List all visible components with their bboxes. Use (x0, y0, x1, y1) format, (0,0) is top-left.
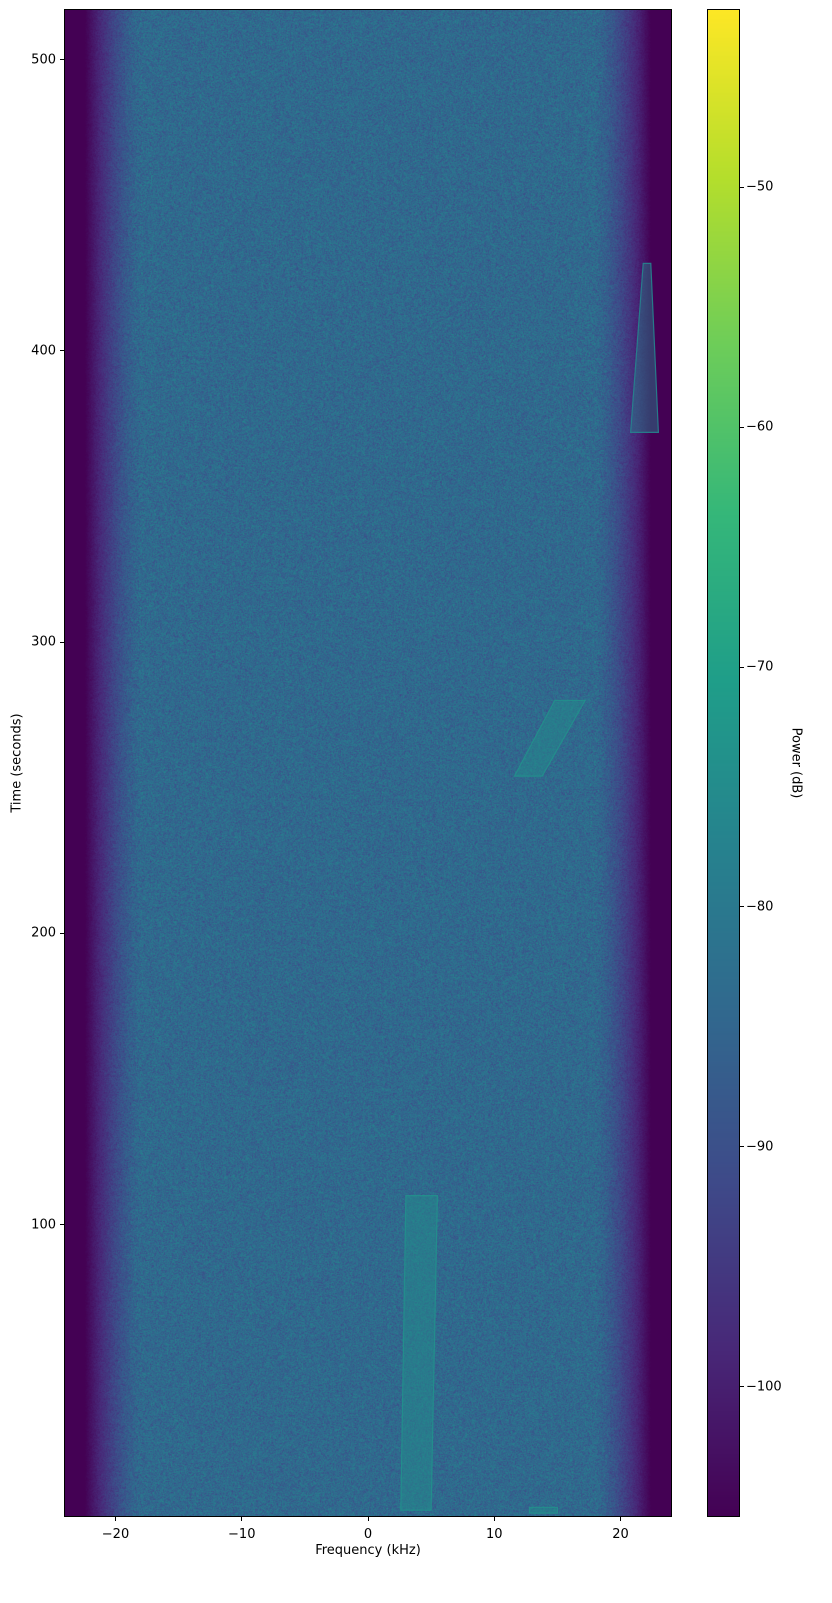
colorbar-tick (739, 667, 744, 668)
x-tick-label: 10 (486, 1527, 503, 1542)
y-tick (60, 642, 65, 643)
colorbar-tick (739, 906, 744, 907)
x-tick-label: 20 (612, 1527, 629, 1542)
y-tick-label: 100 (31, 1217, 56, 1232)
colorbar-label: Power (dB) (789, 728, 804, 799)
x-axis-label: Frequency (kHz) (315, 1543, 421, 1558)
x-tick (494, 1516, 495, 1521)
colorbar-tick-label: −60 (746, 420, 773, 435)
x-tick (115, 1516, 116, 1521)
signal-band (530, 1507, 558, 1513)
y-tick-label: 300 (31, 635, 56, 650)
signal-band (515, 700, 586, 776)
signal-band (631, 263, 659, 432)
y-axis-label: Time (seconds) (10, 713, 25, 812)
spectrogram-plot (65, 10, 671, 1516)
x-tick (620, 1516, 621, 1521)
y-tick-label: 500 (31, 52, 56, 67)
colorbar-tick-label: −80 (746, 899, 773, 914)
signal-overlay (65, 10, 671, 1516)
y-tick (60, 350, 65, 351)
colorbar-tick (739, 427, 744, 428)
colorbar (708, 10, 739, 1516)
colorbar-tick (739, 1146, 744, 1147)
colorbar-tick-label: −70 (746, 660, 773, 675)
y-tick (60, 59, 65, 60)
colorbar-tick (739, 1386, 744, 1387)
x-tick-label: −10 (228, 1527, 255, 1542)
x-tick (241, 1516, 242, 1521)
x-tick (368, 1516, 369, 1521)
x-tick-label: 0 (364, 1527, 372, 1542)
signal-band (401, 1196, 438, 1511)
y-tick-label: 400 (31, 343, 56, 358)
colorbar-tick-label: −50 (746, 180, 773, 195)
y-tick (60, 933, 65, 934)
colorbar-tick-label: −90 (746, 1139, 773, 1154)
x-tick-label: −20 (102, 1527, 129, 1542)
y-tick (60, 1224, 65, 1225)
y-tick-label: 200 (31, 926, 56, 941)
colorbar-tick-label: −100 (746, 1379, 782, 1394)
colorbar-tick (739, 187, 744, 188)
